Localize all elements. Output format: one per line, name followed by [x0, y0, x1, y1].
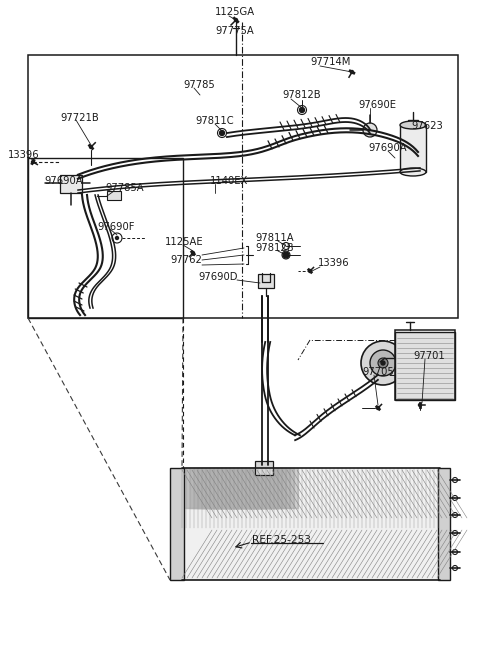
- Circle shape: [219, 131, 225, 135]
- Polygon shape: [230, 468, 270, 508]
- Polygon shape: [202, 468, 242, 508]
- Circle shape: [363, 123, 377, 137]
- Circle shape: [419, 404, 421, 406]
- Polygon shape: [226, 468, 266, 508]
- Text: 13396: 13396: [318, 258, 349, 268]
- Polygon shape: [210, 468, 250, 508]
- Text: 97812B: 97812B: [282, 90, 321, 100]
- Polygon shape: [186, 468, 226, 508]
- Ellipse shape: [400, 121, 426, 129]
- Text: 97690A: 97690A: [44, 176, 83, 186]
- Text: 97762: 97762: [170, 255, 202, 265]
- Bar: [170, 468, 184, 580]
- Text: 97785: 97785: [183, 80, 215, 90]
- Text: 97714M: 97714M: [310, 57, 350, 67]
- Polygon shape: [250, 468, 290, 508]
- Bar: [438, 468, 450, 580]
- Polygon shape: [238, 468, 278, 508]
- Ellipse shape: [400, 168, 426, 176]
- Text: 97811A: 97811A: [255, 233, 294, 243]
- Bar: [255, 461, 273, 475]
- Circle shape: [89, 146, 93, 149]
- Text: 97690F: 97690F: [97, 222, 134, 232]
- Circle shape: [300, 107, 304, 113]
- Circle shape: [370, 350, 396, 376]
- Circle shape: [361, 341, 405, 385]
- Text: 97690A: 97690A: [368, 143, 407, 153]
- Bar: [60, 175, 82, 193]
- Text: 97812B: 97812B: [255, 243, 294, 253]
- Text: 97785A: 97785A: [105, 183, 144, 193]
- Polygon shape: [190, 468, 230, 508]
- Polygon shape: [242, 468, 282, 508]
- Circle shape: [309, 270, 312, 272]
- Bar: [107, 191, 121, 200]
- Text: 97701: 97701: [413, 351, 445, 361]
- Polygon shape: [234, 468, 274, 508]
- Polygon shape: [206, 468, 246, 508]
- Circle shape: [378, 358, 388, 368]
- Bar: [28, 158, 183, 318]
- Bar: [182, 468, 440, 580]
- Text: 97705: 97705: [362, 367, 394, 377]
- Text: 1140EX: 1140EX: [210, 176, 248, 186]
- Text: 97811C: 97811C: [195, 116, 234, 126]
- Circle shape: [32, 160, 35, 164]
- Text: REF.25-253: REF.25-253: [252, 535, 311, 545]
- Polygon shape: [254, 468, 294, 508]
- Circle shape: [116, 237, 119, 239]
- Circle shape: [235, 19, 238, 21]
- Circle shape: [283, 252, 289, 258]
- Polygon shape: [218, 468, 258, 508]
- Circle shape: [381, 361, 385, 365]
- Text: 97690E: 97690E: [358, 100, 396, 110]
- Bar: [400, 125, 426, 172]
- Bar: [395, 332, 455, 400]
- Text: 97623: 97623: [411, 121, 443, 131]
- Polygon shape: [222, 468, 262, 508]
- Polygon shape: [258, 468, 298, 508]
- Bar: [395, 330, 455, 400]
- Circle shape: [192, 252, 194, 254]
- Polygon shape: [214, 468, 254, 508]
- Text: 1125GA: 1125GA: [215, 7, 255, 17]
- Polygon shape: [246, 468, 286, 508]
- Text: 97775A: 97775A: [215, 26, 254, 36]
- Text: 1125AE: 1125AE: [165, 237, 204, 247]
- Circle shape: [350, 71, 353, 74]
- Text: 97690D: 97690D: [198, 272, 238, 282]
- Text: 13396: 13396: [8, 150, 40, 160]
- Circle shape: [376, 406, 380, 410]
- Polygon shape: [182, 468, 222, 508]
- Polygon shape: [194, 468, 234, 508]
- Polygon shape: [198, 468, 238, 508]
- Text: 97721B: 97721B: [60, 113, 99, 123]
- Bar: [258, 274, 274, 288]
- Bar: [28, 55, 458, 318]
